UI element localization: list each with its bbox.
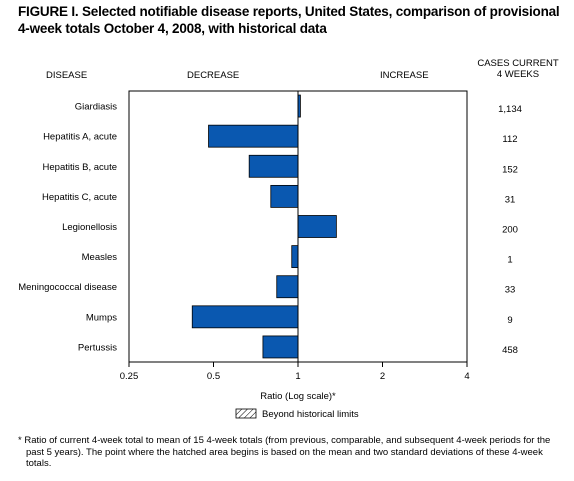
x-axis-label: Ratio (Log scale)* (260, 391, 336, 402)
bar-6 (276, 275, 299, 299)
x-tick-label-1: 0.5 (207, 371, 220, 382)
cases-value-3: 31 (505, 194, 516, 205)
x-tick-label-3: 2 (380, 371, 385, 382)
legend-label: Beyond historical limits (262, 409, 359, 420)
cases-value-2: 152 (502, 164, 518, 175)
category-label-1: Hepatitis A, acute (43, 132, 117, 143)
cases-value-5: 1 (507, 255, 512, 266)
category-label-4: Legionellosis (62, 222, 117, 233)
footnote: * Ratio of current 4-week total to mean … (18, 435, 551, 469)
bar-1 (208, 124, 299, 148)
category-label-7: Mumps (86, 312, 117, 323)
cases-column-header: CASES CURRENT 4 WEEKS (470, 58, 566, 80)
category-label-8: Pertussis (78, 342, 117, 353)
category-label-6: Meningococcal disease (18, 282, 117, 293)
decrease-header: DECREASE (187, 70, 240, 81)
bar-7 (191, 305, 299, 329)
x-tick-label-0: 0.25 (120, 371, 139, 382)
category-label-3: Hepatitis C, acute (42, 192, 117, 203)
x-tick-label-2: 1 (295, 371, 300, 382)
bar-8 (262, 335, 299, 359)
cases-header-line1: CASES CURRENT (477, 58, 559, 69)
cases-value-1: 112 (502, 134, 517, 145)
cases-value-4: 200 (502, 225, 518, 236)
cases-value-8: 458 (502, 345, 518, 356)
cases-value-0: 1,134 (498, 104, 522, 115)
category-label-0: Giardiasis (75, 102, 117, 113)
bar-3 (270, 184, 299, 208)
cases-header-line2: 4 WEEKS (496, 69, 540, 80)
bar-4 (297, 215, 337, 238)
x-tick-label-4: 4 (464, 371, 469, 382)
disease-column-header: DISEASE (46, 70, 88, 81)
legend-hatch-swatch (235, 408, 257, 419)
category-label-2: Hepatitis B, acute (43, 162, 117, 173)
bar-5 (291, 245, 299, 269)
category-label-5: Measles (82, 252, 118, 263)
cases-value-7: 9 (507, 315, 512, 326)
increase-header: INCREASE (380, 70, 429, 81)
figure-title: FIGURE I. Selected notifiable disease re… (18, 4, 560, 36)
bar-2 (248, 154, 299, 178)
cases-value-6: 33 (505, 285, 516, 296)
